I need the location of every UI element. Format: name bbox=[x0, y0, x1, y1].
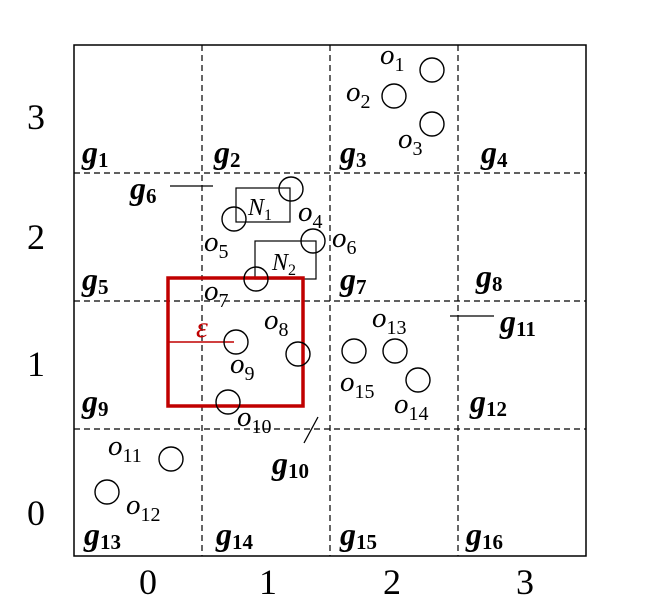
grid-cell-label: g5 bbox=[81, 261, 109, 299]
object-label: o9 bbox=[230, 348, 255, 385]
node-label-n2: N2 bbox=[271, 250, 296, 279]
object-label: o11 bbox=[108, 430, 142, 467]
x-tick-label: 1 bbox=[259, 562, 277, 602]
object-label: o2 bbox=[346, 76, 371, 113]
g10-leader-line bbox=[303, 416, 319, 444]
object-label: o7 bbox=[204, 275, 229, 312]
object-label: o1 bbox=[380, 39, 405, 76]
object-marker-o13 bbox=[382, 338, 408, 364]
grid-cell-label: g9 bbox=[81, 383, 109, 421]
object-label: o10 bbox=[237, 401, 272, 438]
y-tick-label: 1 bbox=[27, 344, 45, 384]
object-label: o3 bbox=[398, 123, 423, 160]
epsilon-label: ε bbox=[196, 311, 208, 344]
object-marker-o6 bbox=[300, 228, 326, 254]
grid-cell-label: g13 bbox=[83, 516, 121, 554]
grid-cell-label: g12 bbox=[469, 383, 507, 421]
grid-cell-label: g2 bbox=[213, 134, 241, 172]
object-marker-o2 bbox=[381, 83, 407, 109]
grid-cell-label: g8 bbox=[475, 258, 503, 296]
object-marker-o9 bbox=[223, 329, 249, 355]
object-label: o13 bbox=[372, 302, 407, 339]
object-marker-o11 bbox=[158, 446, 184, 472]
object-label: o4 bbox=[298, 196, 323, 233]
object-label: o15 bbox=[340, 366, 375, 403]
object-label: o6 bbox=[332, 222, 357, 259]
grid-cell-label: g4 bbox=[480, 134, 508, 172]
grid-cell-label: g10 bbox=[271, 445, 309, 483]
node-label-n1: N1 bbox=[247, 195, 272, 224]
y-tick-label: 2 bbox=[27, 217, 45, 257]
grid-cell-label: g16 bbox=[465, 516, 503, 554]
grid-cell-label: g7 bbox=[339, 261, 367, 299]
object-marker-o7 bbox=[243, 266, 269, 292]
object-marker-o12 bbox=[94, 479, 120, 505]
object-marker-o4 bbox=[278, 176, 304, 202]
object-marker-o3 bbox=[419, 111, 445, 137]
object-marker-o14 bbox=[405, 367, 431, 393]
grid-cell-label: g3 bbox=[339, 134, 367, 172]
grid-cell-label: g6 bbox=[129, 170, 157, 208]
object-label: o14 bbox=[394, 388, 429, 425]
object-marker-o8 bbox=[285, 341, 311, 367]
grid-cell-label: g14 bbox=[215, 516, 254, 554]
object-marker-o1 bbox=[419, 57, 445, 83]
grid-cell-label: g15 bbox=[339, 516, 377, 554]
x-tick-label: 0 bbox=[139, 562, 157, 602]
object-marker-o5 bbox=[221, 206, 247, 232]
x-tick-label: 2 bbox=[383, 562, 401, 602]
object-label: o5 bbox=[204, 226, 229, 263]
object-marker-o10 bbox=[215, 389, 241, 415]
x-tick-label: 3 bbox=[516, 562, 534, 602]
y-tick-label: 3 bbox=[27, 97, 45, 137]
object-marker-o15 bbox=[341, 338, 367, 364]
object-label: o8 bbox=[264, 304, 289, 341]
grid-cell-label: g11 bbox=[499, 303, 536, 341]
node-box-n1 bbox=[235, 187, 291, 223]
grid-cell-label: g1 bbox=[81, 134, 109, 172]
object-label: o12 bbox=[126, 489, 161, 526]
y-tick-label: 0 bbox=[27, 493, 45, 533]
